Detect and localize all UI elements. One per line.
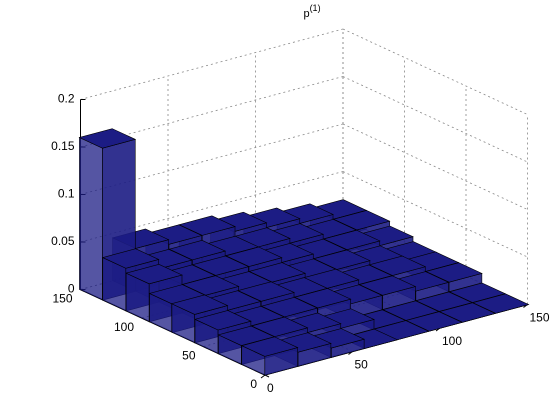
bar-top	[78, 128, 137, 149]
bar-top	[101, 248, 160, 269]
bar-top	[240, 336, 299, 357]
bar-top	[125, 263, 183, 285]
y-tick-label: 0	[250, 377, 257, 391]
grid-line	[342, 76, 528, 163]
bar-top	[194, 310, 252, 331]
x-tick-label: 150	[530, 311, 550, 325]
z-tick-label: 0	[68, 282, 75, 296]
title-superscript: (1)	[310, 3, 321, 13]
x-tick-label: 0	[267, 381, 274, 395]
x-tick-label: 50	[355, 358, 369, 372]
y-tick-label: 150	[52, 292, 72, 306]
grid-line	[80, 28, 344, 100]
bar	[240, 336, 299, 376]
z-tick-label: 0.1	[58, 187, 75, 201]
chart-title: p(1)	[303, 3, 320, 20]
y-tick-label: 100	[114, 320, 134, 334]
title-main: p	[303, 8, 309, 20]
y-tick-label: 50	[182, 349, 196, 363]
grid-line	[342, 123, 528, 210]
bar-top	[170, 294, 229, 315]
z-tick-label: 0.2	[58, 92, 75, 106]
grid-line	[342, 171, 528, 258]
grid-line	[342, 28, 528, 115]
bar-side	[79, 136, 103, 301]
z-tick-label: 0.15	[51, 139, 75, 153]
x-tick-label: 100	[442, 334, 462, 348]
z-tick-label: 0.05	[51, 234, 75, 248]
